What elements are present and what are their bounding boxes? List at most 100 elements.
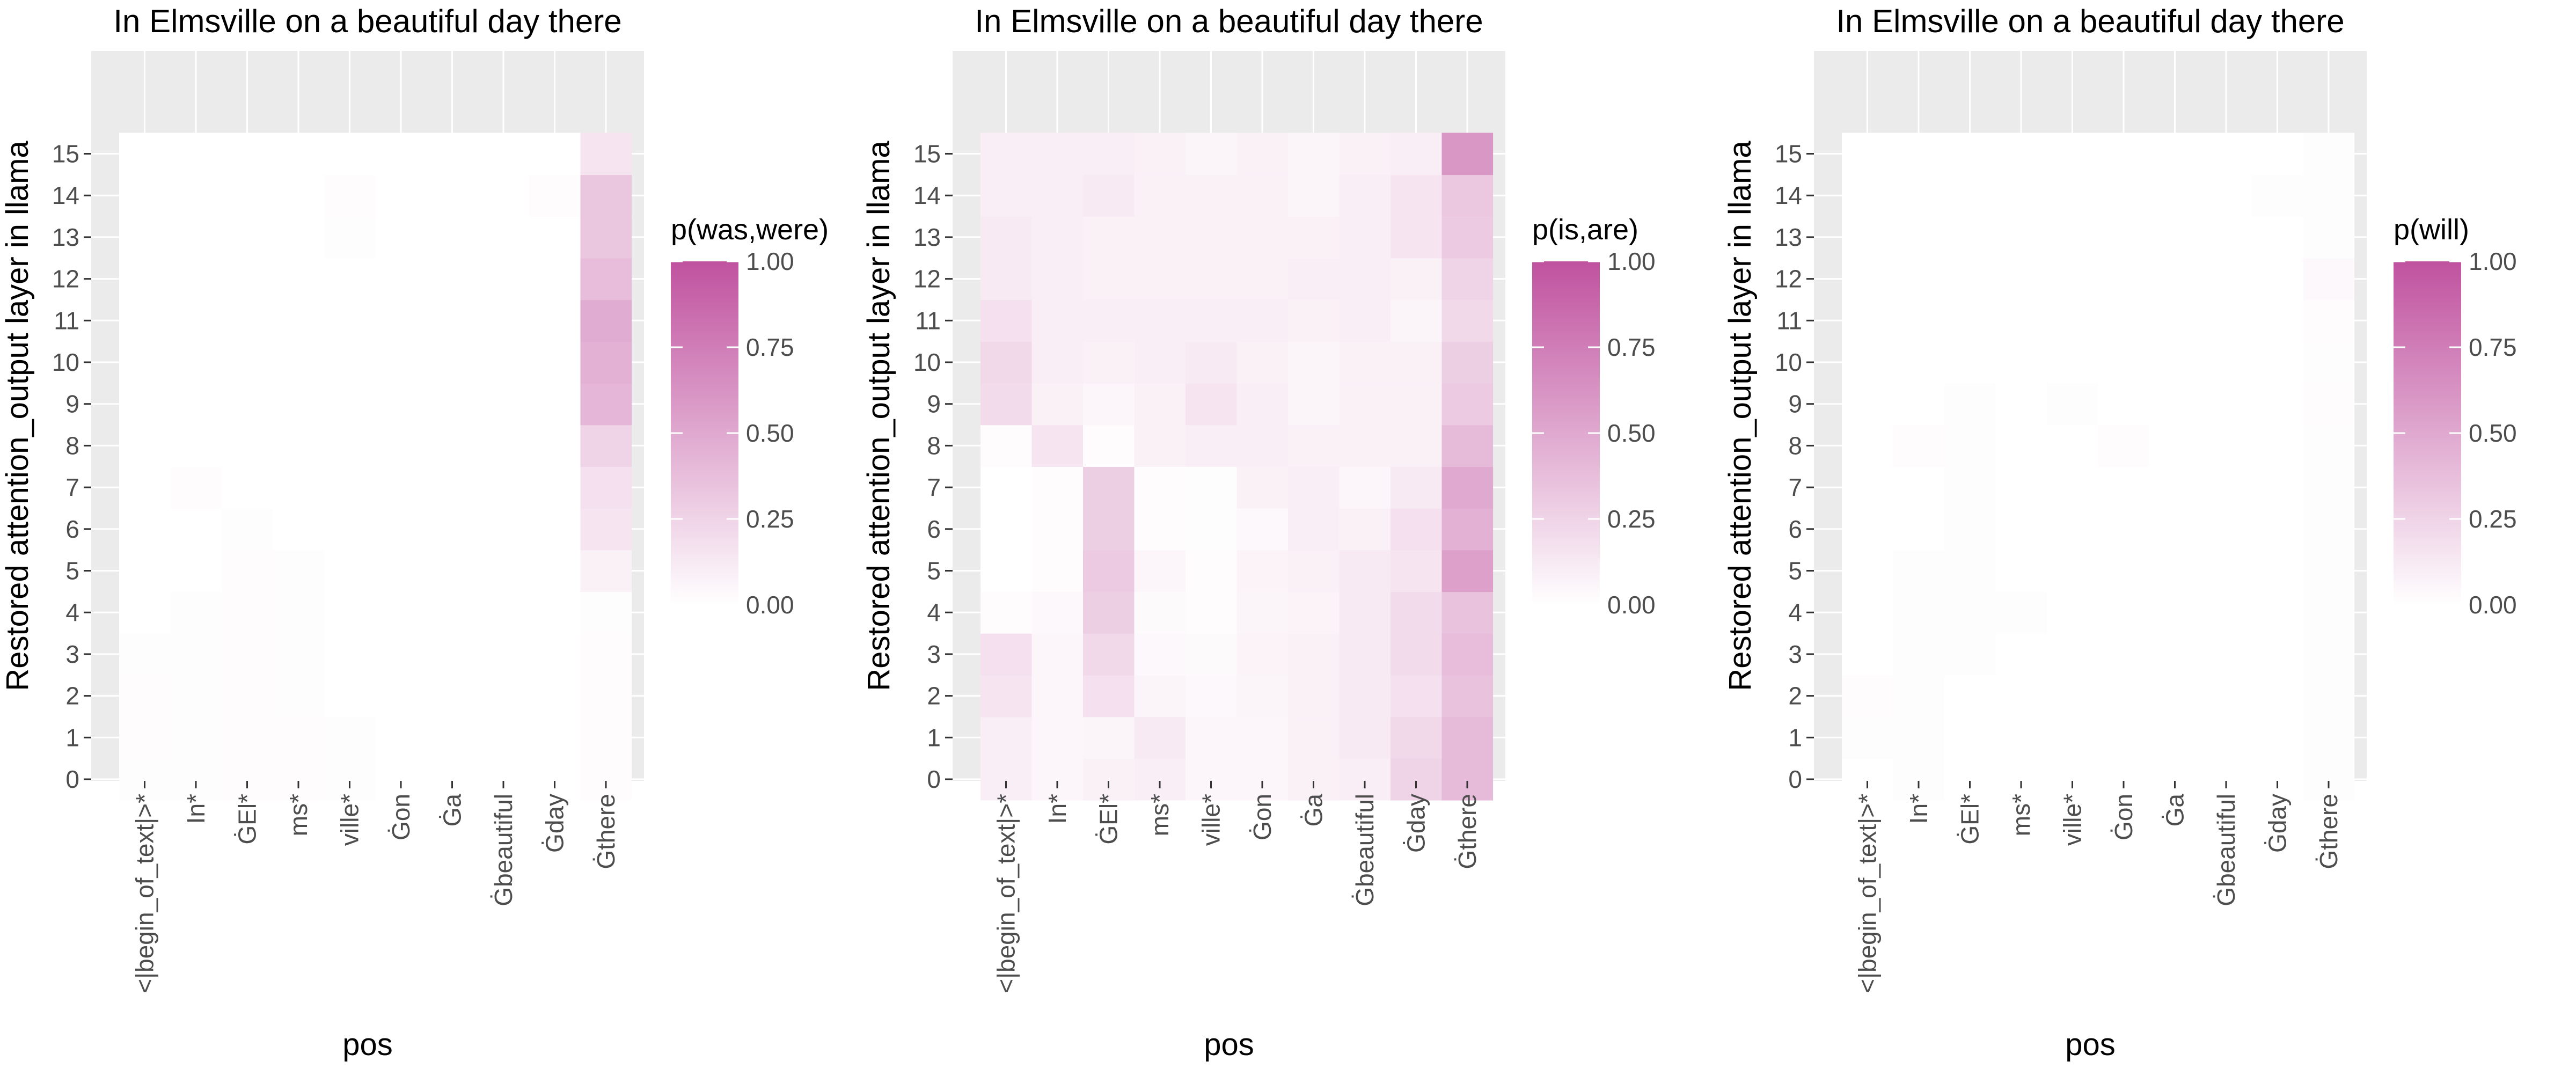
y-tick-label: 2 xyxy=(927,682,941,710)
heatmap-cell xyxy=(1893,341,1945,384)
heatmap-cell xyxy=(1441,550,1494,592)
heatmap-cell xyxy=(1893,675,1945,718)
heatmap-cell xyxy=(1893,174,1945,217)
heatmap-cell xyxy=(1134,216,1186,259)
heatmap-cell xyxy=(1288,258,1340,301)
heatmap-cell xyxy=(1236,258,1289,301)
heatmap-cell xyxy=(222,174,273,217)
x-tick-label: Ġday xyxy=(1402,794,1430,853)
heatmap-cell xyxy=(324,466,376,509)
heatmap-cell xyxy=(1391,550,1442,592)
heatmap-cell xyxy=(1339,550,1391,592)
heatmap-cell xyxy=(427,341,478,384)
heatmap-cell xyxy=(1441,675,1494,718)
heatmap-cell xyxy=(1134,258,1186,301)
heatmap-panel-3: In Elmsville on a beautiful day there012… xyxy=(1723,3,2517,1062)
heatmap-cell xyxy=(1288,675,1340,718)
heatmap-cell xyxy=(1391,383,1442,426)
heatmap-cell xyxy=(1339,174,1391,217)
heatmap-cell xyxy=(1842,299,1893,342)
heatmap-cell xyxy=(580,424,632,467)
heatmap-cell xyxy=(375,466,427,509)
heatmap-cell xyxy=(2098,716,2150,759)
heatmap-cell xyxy=(375,216,427,259)
heatmap-cell xyxy=(170,216,222,259)
heatmap-cell xyxy=(980,716,1032,759)
heatmap-cell xyxy=(2200,758,2252,801)
heatmap-cell xyxy=(2149,133,2201,175)
heatmap-cell xyxy=(1236,508,1289,551)
heatmap-cell xyxy=(375,258,427,301)
y-tick-label: 0 xyxy=(927,765,941,793)
heatmap-cell xyxy=(1995,258,2047,301)
heatmap-cell xyxy=(2252,258,2303,301)
heatmap-cell xyxy=(1031,550,1084,592)
heatmap-cell xyxy=(1236,466,1289,509)
heatmap-cell xyxy=(375,341,427,384)
heatmap-cell xyxy=(222,424,273,467)
heatmap-cell xyxy=(170,716,222,759)
heatmap-cell xyxy=(1842,383,1893,426)
heatmap-cell xyxy=(1134,383,1186,426)
heatmap-cell xyxy=(222,675,273,718)
legend-title: p(was,were) xyxy=(671,214,829,246)
heatmap-cell xyxy=(324,591,376,634)
heatmap-cell xyxy=(1185,174,1237,217)
heatmap-cell xyxy=(1134,716,1186,759)
heatmap-cell xyxy=(2098,424,2150,467)
heatmap-cell xyxy=(478,716,530,759)
heatmap-cell xyxy=(478,424,530,467)
heatmap-cell xyxy=(980,466,1032,509)
x-tick-label: ms* xyxy=(284,794,312,836)
heatmap-cell xyxy=(1391,174,1442,217)
heatmap-cell xyxy=(1995,675,2047,718)
heatmap-cell xyxy=(2252,508,2303,551)
heatmap-cell xyxy=(1391,508,1442,551)
heatmap-cell xyxy=(1893,466,1945,509)
heatmap-cell xyxy=(478,174,530,217)
heatmap-cell xyxy=(478,383,530,426)
heatmap-cell xyxy=(2149,550,2201,592)
heatmap-cell xyxy=(1083,675,1135,718)
heatmap-cell xyxy=(375,383,427,426)
heatmap-cell xyxy=(1893,508,1945,551)
heatmap-cell xyxy=(2252,675,2303,718)
heatmap-cell xyxy=(1083,633,1135,676)
heatmap-cell xyxy=(1236,675,1289,718)
heatmap-cell xyxy=(1134,550,1186,592)
x-tick-label: Ġon xyxy=(387,794,415,840)
heatmap-cell xyxy=(170,383,222,426)
y-tick-label: 14 xyxy=(1775,181,1802,209)
heatmap-cell xyxy=(580,383,632,426)
heatmap-cell xyxy=(2149,758,2201,801)
heatmap-cell xyxy=(1288,133,1340,175)
heatmap-cell xyxy=(2047,591,2098,634)
heatmap-cell xyxy=(2252,591,2303,634)
y-tick-label: 6 xyxy=(65,515,79,543)
heatmap-cell xyxy=(273,174,325,217)
heatmap-cell xyxy=(478,508,530,551)
heatmap-cell xyxy=(1944,299,1996,342)
heatmap-cell xyxy=(1134,424,1186,467)
y-tick-label: 9 xyxy=(927,390,941,418)
heatmap-cell xyxy=(2303,383,2355,426)
heatmap-cell xyxy=(1441,216,1494,259)
legend-tick-label: 0.75 xyxy=(1607,333,1656,361)
heatmap-cell xyxy=(980,758,1032,801)
heatmap-cell xyxy=(980,591,1032,634)
x-tick-label: ĠEl* xyxy=(1956,794,1984,845)
heatmap-cell xyxy=(1185,258,1237,301)
legend-tick-label: 0.25 xyxy=(2469,505,2517,533)
heatmap-cell xyxy=(427,258,478,301)
heatmap-cell xyxy=(2200,299,2252,342)
heatmap-cell xyxy=(1339,383,1391,426)
heatmap-cell xyxy=(324,383,376,426)
heatmap-cell xyxy=(1944,508,1996,551)
heatmap-cell xyxy=(478,758,530,801)
heatmap-cell xyxy=(529,258,581,301)
heatmap-cell xyxy=(1031,591,1084,634)
heatmap-cell xyxy=(119,633,171,676)
heatmap-cell xyxy=(1031,424,1084,467)
y-tick-label: 8 xyxy=(65,431,79,459)
